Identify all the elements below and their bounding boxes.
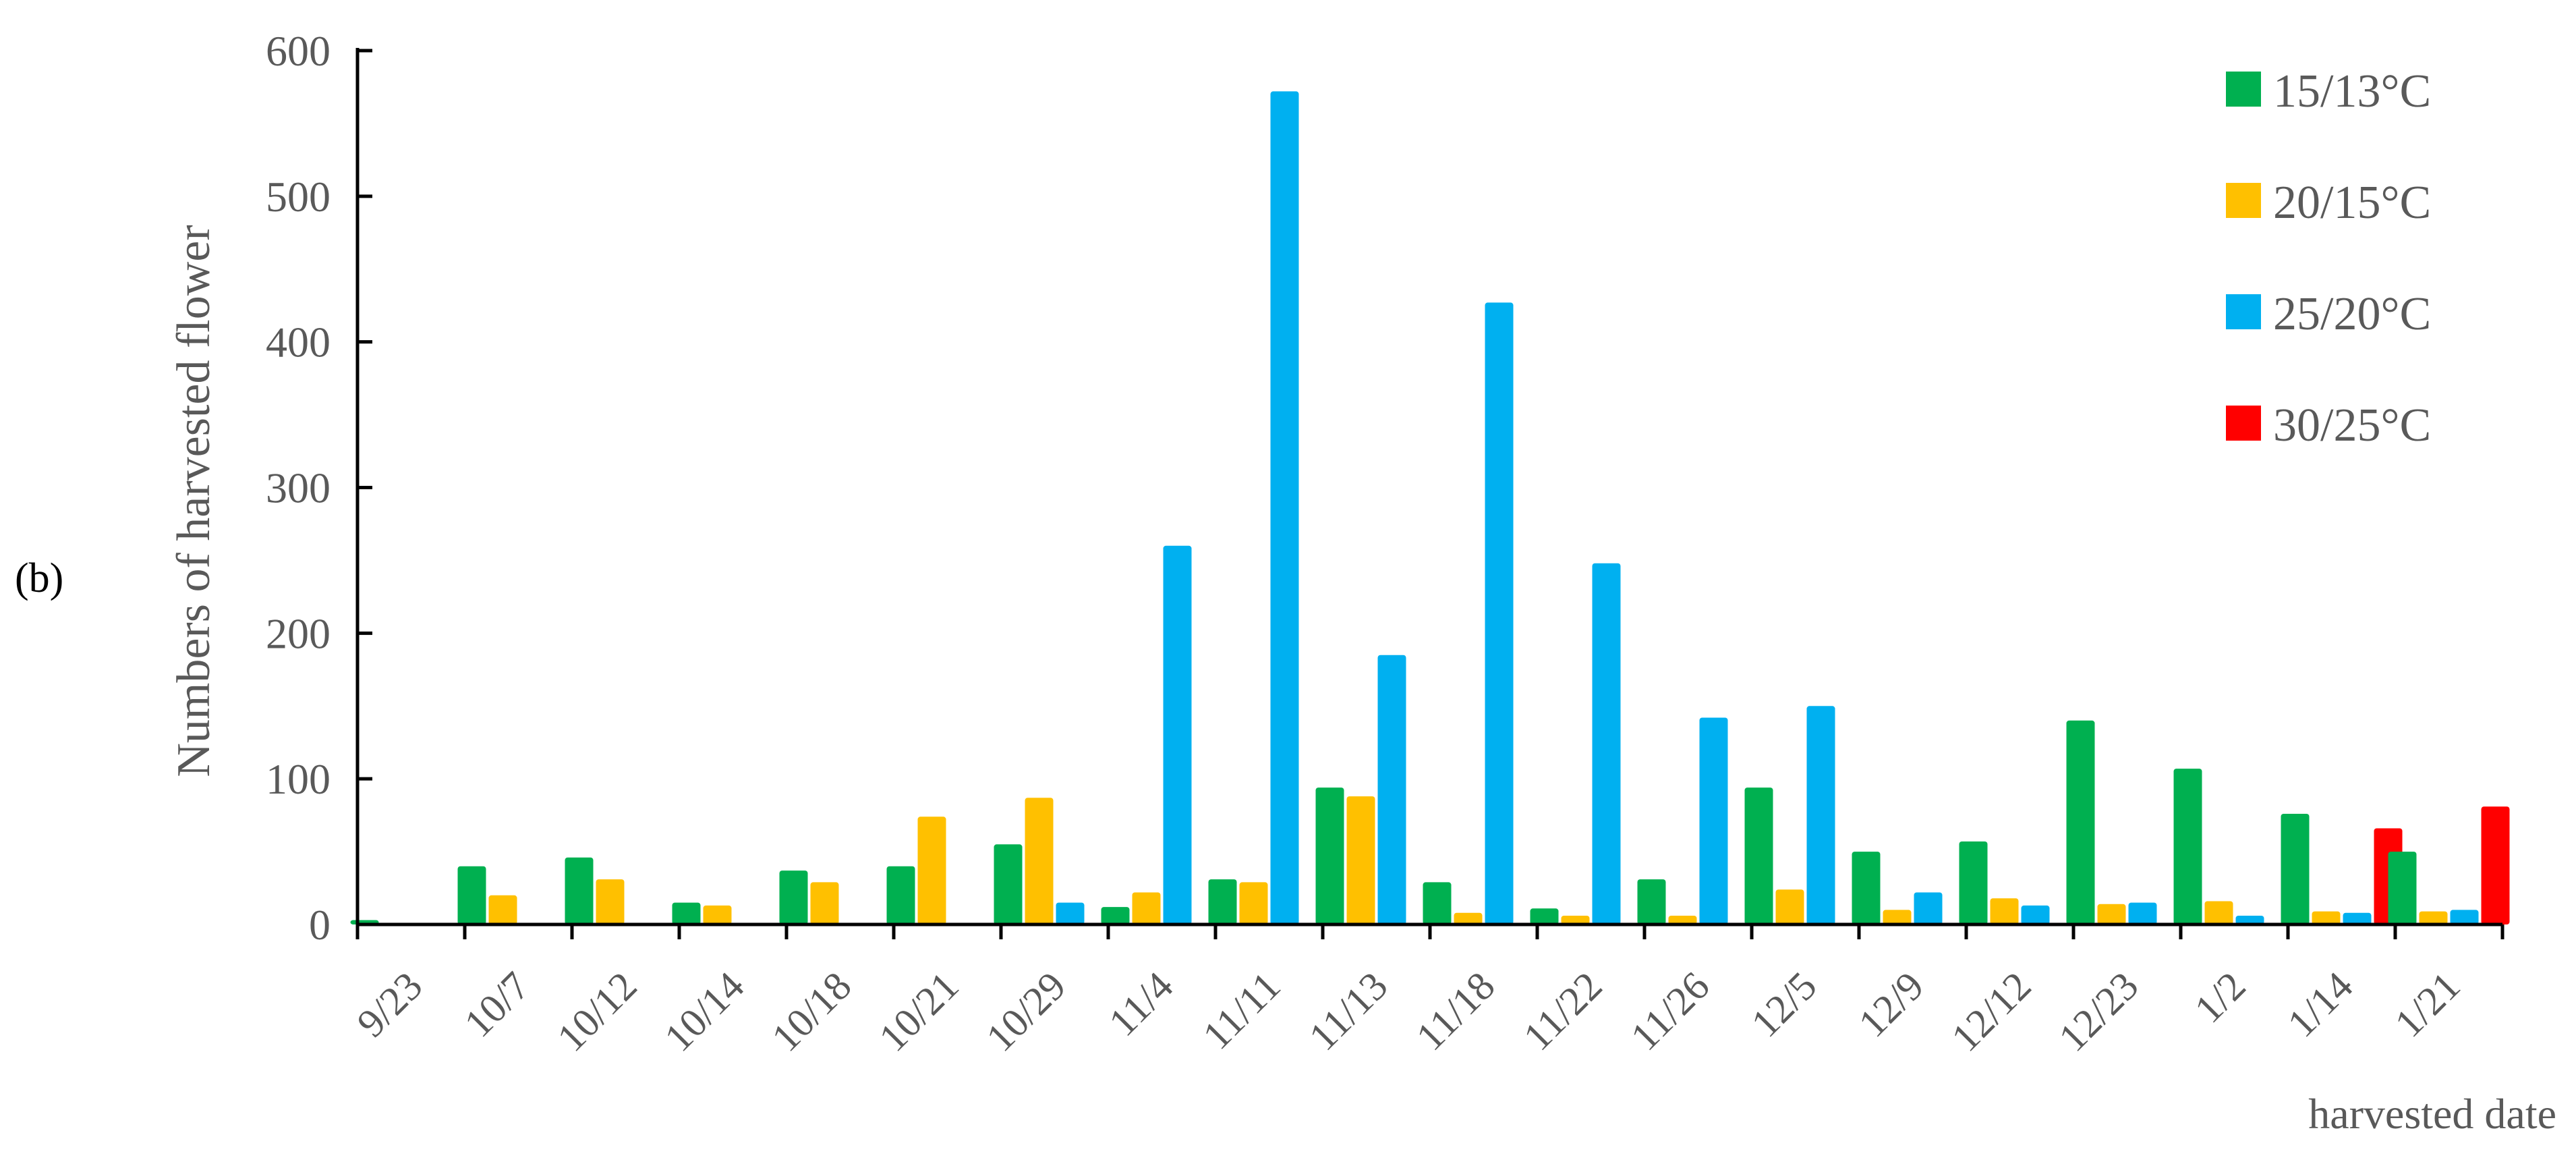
- bar-15-13-C-10-7: [457, 866, 486, 924]
- x-tick-label: 10/7: [456, 964, 538, 1046]
- bar-15-13-C-1-21: [2388, 852, 2417, 924]
- bar-25-20-C-11-18: [1485, 302, 1514, 924]
- bar-15-13-C-12-23: [2066, 720, 2095, 924]
- x-tick-label: 10/14: [656, 964, 752, 1060]
- bar-25-20-C-11-11: [1270, 91, 1299, 924]
- bar-20-15-C-11-13: [1346, 796, 1375, 924]
- bar-30-25-C-1-21: [2481, 806, 2510, 924]
- bar-25-20-C-12-12: [2021, 905, 2050, 924]
- x-tick-label: 10/21: [870, 964, 967, 1060]
- y-tick-label: 300: [266, 464, 331, 512]
- x-tick-label: 11/13: [1300, 964, 1396, 1059]
- axes-layer: [355, 48, 2505, 939]
- bar-15-13-C-10-29: [994, 844, 1023, 924]
- bar-20-15-C-12-5: [1775, 889, 1804, 924]
- x-tick-label: 10/18: [763, 964, 859, 1060]
- bar-20-15-C-1-14: [2312, 911, 2341, 924]
- bar-25-20-C-1-14: [2343, 912, 2372, 924]
- bar-20-15-C-11-26: [1668, 916, 1697, 924]
- y-tick-label: 200: [266, 609, 331, 657]
- bar-15-13-C-10-21: [886, 866, 915, 924]
- x-tick-label: 11/26: [1622, 964, 1718, 1059]
- bar-25-20-C-11-22: [1592, 563, 1621, 924]
- bar-15-13-C-12-9: [1852, 852, 1881, 924]
- y-tick-label: 100: [266, 755, 331, 803]
- legend-swatch: [2226, 72, 2261, 107]
- bar-15-13-C-11-4: [1101, 907, 1130, 924]
- bar-20-15-C-10-18: [810, 882, 839, 924]
- x-tick-label: 1/2: [2186, 964, 2254, 1032]
- x-tick-label: 11/22: [1515, 964, 1611, 1059]
- x-tick-labels: 9/23 10/7 10/12 10/14 10/18 10/21 10/29 11/4 11/…: [349, 964, 2469, 1060]
- bar-15-13-C-1-14: [2281, 814, 2310, 924]
- bar-20-15-C-10-7: [488, 895, 517, 924]
- bar-15-13-C-11-18: [1423, 882, 1452, 924]
- legend-label: 20/15°C: [2273, 177, 2431, 229]
- bar-20-15-C-10-29: [1025, 798, 1054, 924]
- legend-label: 30/25°C: [2273, 399, 2431, 451]
- x-tick-label: 11/4: [1100, 964, 1182, 1045]
- bar-20-15-C-1-21: [2419, 911, 2448, 924]
- legend-label: 15/13°C: [2273, 65, 2431, 117]
- x-tick-label: 10/29: [977, 964, 1074, 1060]
- y-tick-label: 600: [266, 27, 331, 75]
- bar-20-15-C-12-12: [1990, 898, 2019, 924]
- bar-25-20-C-11-13: [1377, 655, 1406, 924]
- bar-20-15-C-11-22: [1561, 916, 1590, 924]
- y-tick-label: 500: [266, 173, 331, 221]
- bar-25-20-C-12-5: [1806, 706, 1835, 925]
- bar-20-15-C-12-23: [2097, 904, 2126, 924]
- bar-25-20-C-12-23: [2128, 902, 2157, 924]
- bar-20-15-C-11-11: [1239, 882, 1268, 924]
- legend-swatch: [2226, 406, 2261, 441]
- bar-20-15-C-10-14: [703, 905, 732, 924]
- bar-20-15-C-10-21: [917, 817, 946, 924]
- bar-20-15-C-12-9: [1883, 910, 1912, 924]
- x-tick-label: 1/14: [2279, 964, 2362, 1046]
- x-axis-label: harvested date: [2308, 1090, 2556, 1138]
- legend: 15/13°C 20/15°C 25/20°C 30/25°C: [2226, 65, 2431, 451]
- y-axis-label: Numbers of harvested flower: [168, 225, 220, 777]
- bar-15-13-C-11-11: [1208, 879, 1237, 924]
- bar-15-13-C-1-2: [2173, 769, 2202, 924]
- x-tick-label: 12/23: [2050, 964, 2146, 1060]
- bar-15-13-C-12-5: [1744, 787, 1773, 924]
- bar-20-15-C-11-4: [1132, 892, 1161, 924]
- bar-15-13-C-11-22: [1530, 908, 1559, 924]
- bar-25-20-C-11-4: [1163, 545, 1192, 924]
- bar-25-20-C-10-29: [1056, 902, 1085, 924]
- bar-15-13-C-10-12: [565, 857, 594, 924]
- x-tick-label: 11/11: [1195, 964, 1289, 1058]
- bar-20-15-C-10-12: [596, 879, 625, 924]
- x-tick-label: 12/12: [1943, 964, 2039, 1060]
- bars-layer: [350, 91, 2510, 925]
- bar-25-20-C-1-21: [2450, 910, 2479, 924]
- y-tick-label: 0: [309, 901, 331, 949]
- x-tick-label: 11/18: [1408, 964, 1504, 1059]
- legend-swatch: [2226, 294, 2261, 329]
- bar-20-15-C-11-18: [1454, 912, 1483, 924]
- bar-25-20-C-12-9: [1914, 892, 1943, 924]
- y-tick-label: 400: [266, 319, 331, 366]
- x-tick-label: 10/12: [548, 964, 645, 1060]
- legend-swatch: [2226, 183, 2261, 218]
- x-tick-label: 12/9: [1850, 964, 1933, 1046]
- bar-15-13-C-12-12: [1959, 841, 1988, 924]
- x-tick-label: 12/5: [1743, 964, 1825, 1046]
- y-tick-labels: 0 100 200 300 400 500 600: [266, 27, 331, 949]
- legend-label: 25/20°C: [2273, 288, 2431, 340]
- x-tick-label: 9/23: [349, 964, 431, 1046]
- x-tick-label: 1/21: [2386, 964, 2469, 1046]
- bar-15-13-C-11-13: [1315, 787, 1344, 924]
- bar-25-20-C-1-2: [2235, 916, 2264, 924]
- bar-15-13-C-10-18: [779, 870, 808, 924]
- bar-20-15-C-1-2: [2204, 901, 2233, 924]
- bar-25-20-C-11-26: [1699, 717, 1728, 924]
- bar-15-13-C-11-26: [1637, 879, 1666, 924]
- bar-15-13-C-10-14: [672, 902, 701, 924]
- panel-label: (b): [15, 555, 64, 601]
